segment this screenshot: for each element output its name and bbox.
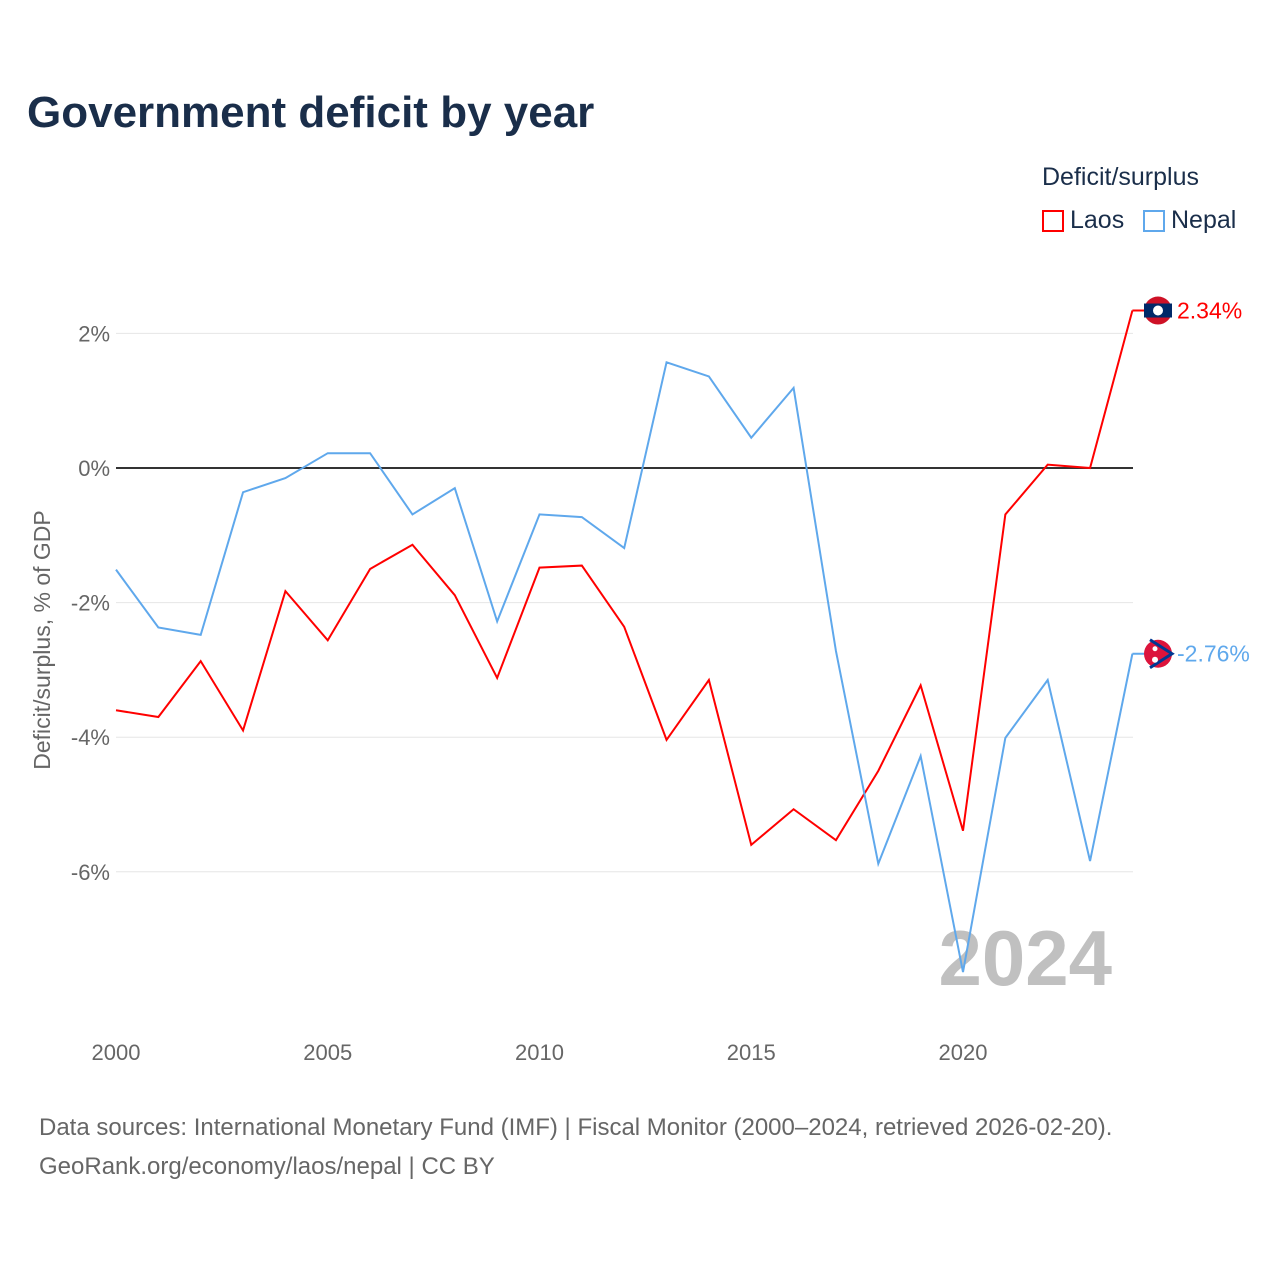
source-line-2: GeoRank.org/economy/laos/nepal | CC BY xyxy=(39,1153,495,1180)
end-value-label: -2.76% xyxy=(1177,641,1250,667)
legend-title: Deficit/surplus xyxy=(1042,163,1199,191)
year-watermark: 2024 xyxy=(938,914,1112,1002)
x-tick-label: 2005 xyxy=(303,1040,352,1065)
y-tick-label: -4% xyxy=(71,725,110,750)
flag-moon xyxy=(1152,646,1158,652)
chart-title: Government deficit by year xyxy=(27,88,595,137)
x-tick-label: 2010 xyxy=(515,1040,564,1065)
flag-sun xyxy=(1152,656,1158,663)
flag-icon-nepal xyxy=(1144,638,1175,670)
legend-item-laos[interactable]: Laos xyxy=(1042,206,1124,235)
x-tick-label: 2015 xyxy=(727,1040,776,1065)
legend-label-nepal: Nepal xyxy=(1171,206,1237,234)
x-tick-label: 2020 xyxy=(939,1040,988,1065)
y-tick-label: -6% xyxy=(71,860,110,885)
y-tick-label: 0% xyxy=(78,456,110,481)
legend-swatch-nepal xyxy=(1143,209,1165,232)
legend-label-laos: Laos xyxy=(1070,206,1125,234)
flag-bg xyxy=(1144,639,1172,668)
source-note: Data sources: International Monetary Fun… xyxy=(39,1108,1112,1186)
series-line-laos xyxy=(115,310,1134,847)
legend-swatch-laos xyxy=(1042,209,1064,232)
series-line-nepal xyxy=(115,361,1134,973)
legend-item-nepal[interactable]: Nepal xyxy=(1143,206,1236,235)
x-tick-label: 2000 xyxy=(92,1040,141,1065)
y-tick-label: -2% xyxy=(71,591,110,616)
end-value-label: 2.34% xyxy=(1177,298,1242,324)
flag-border xyxy=(1149,638,1175,670)
source-line-1: Data sources: International Monetary Fun… xyxy=(39,1114,1113,1141)
flag-icon-laos xyxy=(1144,296,1172,325)
y-tick-label: 2% xyxy=(78,321,110,346)
flag-disc xyxy=(1153,305,1163,316)
y-axis-label: Deficit/surplus, % of GDP xyxy=(29,510,55,769)
